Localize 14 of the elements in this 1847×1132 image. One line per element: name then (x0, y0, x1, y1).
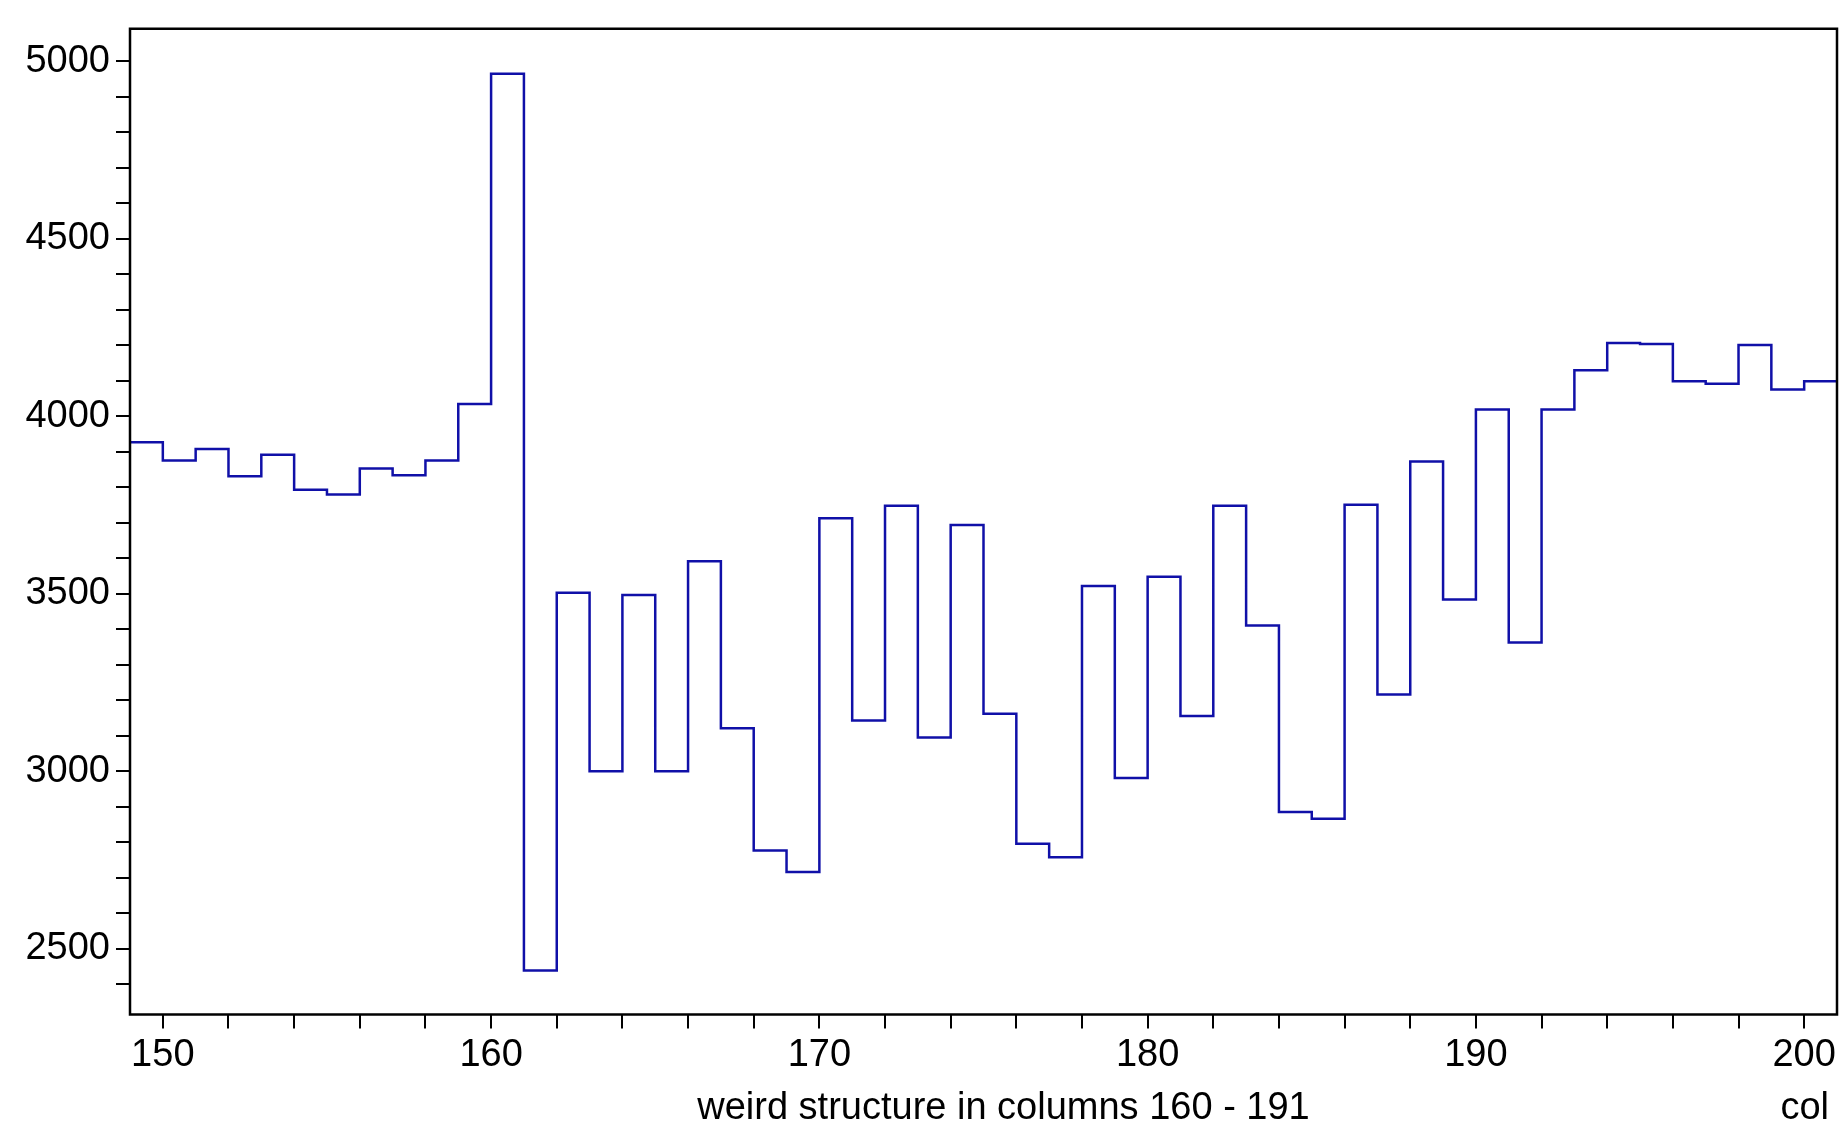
x-axis-title: weird structure in columns 160 - 191 (697, 1085, 1310, 1128)
y-tick-label: 4500 (25, 215, 110, 258)
y-tick-label: 5000 (25, 37, 110, 80)
x-tick-label: 200 (1772, 1031, 1836, 1074)
x-tick-label: 170 (787, 1031, 852, 1074)
x-tick-label: 180 (1115, 1031, 1180, 1074)
y-tick-label: 3000 (25, 747, 110, 790)
y-tick-label: 2500 (25, 925, 110, 968)
y-tick-label: 3500 (25, 570, 110, 613)
x-tick-label: 190 (1444, 1031, 1508, 1074)
x-tick-label: 150 (131, 1031, 195, 1074)
y-tick-label: 4000 (25, 392, 110, 435)
text: col (1780, 1085, 1829, 1128)
x-tick-label: 160 (459, 1031, 523, 1074)
